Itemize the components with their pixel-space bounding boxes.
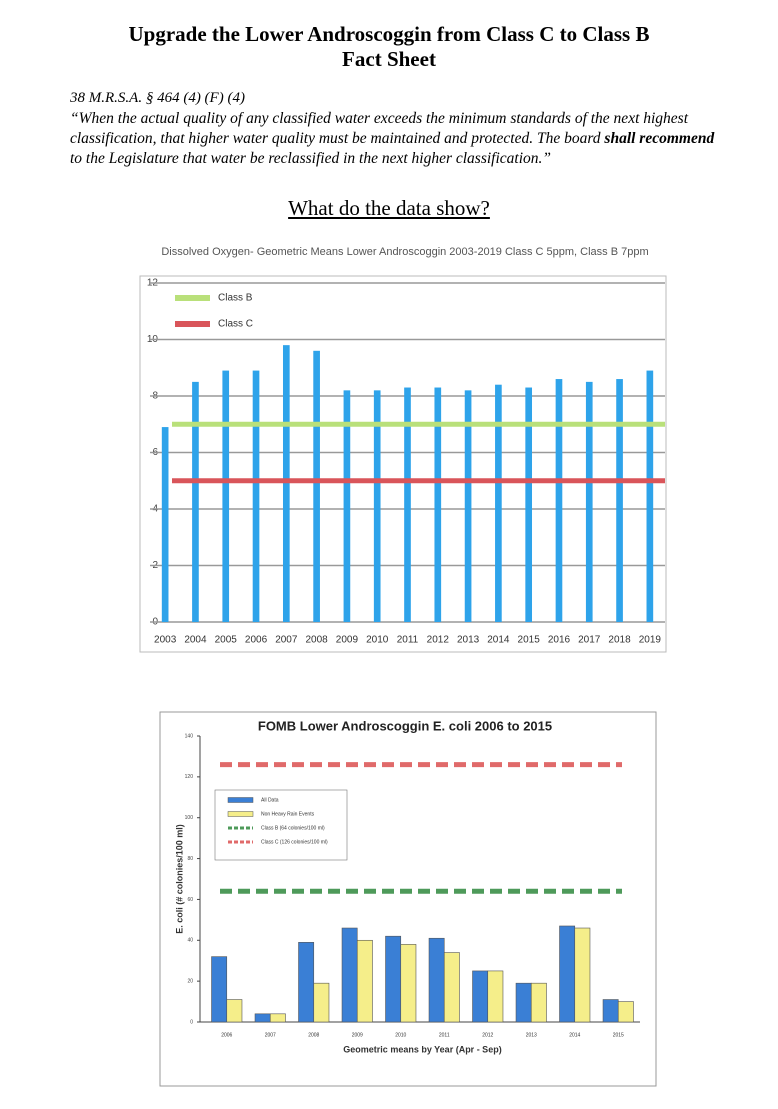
bar <box>646 370 654 622</box>
x-tick-label: 2018 <box>608 635 631 646</box>
bar <box>434 387 442 622</box>
bar <box>464 390 472 622</box>
bar <box>298 942 315 1023</box>
y-tick-label: 120 <box>185 774 194 780</box>
bar <box>602 999 619 1023</box>
bar <box>254 1013 271 1023</box>
x-tick-label: 2006 <box>221 1032 232 1038</box>
legend-label: Class B (64 colonies/100 ml) <box>261 825 325 831</box>
legend-label: Class C <box>218 319 253 330</box>
bar <box>617 1001 634 1023</box>
x-tick-label: 2011 <box>439 1032 450 1038</box>
bar <box>252 370 260 622</box>
bar <box>313 350 320 622</box>
bar <box>222 370 230 622</box>
x-tick-label: 2015 <box>518 635 541 646</box>
bar <box>356 939 373 1023</box>
y-tick-label: 60 <box>187 897 193 903</box>
x-tick-label: 2019 <box>639 635 662 646</box>
legend-label: All Data <box>261 797 279 803</box>
bar <box>443 952 460 1023</box>
x-tick-label: 2008 <box>305 635 328 646</box>
y-tick-label: 40 <box>187 938 193 944</box>
chart-frame <box>159 711 657 1087</box>
x-tick-label: 2004 <box>184 635 207 646</box>
quote: “When the actual quality of any classifi… <box>70 109 730 169</box>
x-tick-label: 2008 <box>308 1032 319 1038</box>
bar <box>400 944 417 1023</box>
x-tick-label: 2011 <box>397 635 419 646</box>
x-axis-label: Geometric means by Year (Apr - Sep) <box>343 1044 501 1054</box>
legend-swatch <box>227 811 254 817</box>
bar <box>495 384 502 622</box>
bar <box>616 379 623 622</box>
x-tick-label: 2006 <box>245 635 268 646</box>
legend-label: Class C (126 colonies/100 ml) <box>261 839 328 845</box>
y-tick-label: 140 <box>185 733 194 739</box>
x-tick-label: 2012 <box>482 1032 493 1038</box>
bar <box>559 925 576 1023</box>
x-tick-label: 2016 <box>548 635 571 646</box>
y-axis-label: E. coli (# colonies/100 ml) <box>174 824 184 934</box>
x-tick-label: 2012 <box>427 635 450 646</box>
legend-label: Class B <box>218 293 253 304</box>
bar <box>282 345 290 622</box>
x-tick-label: 2009 <box>352 1032 363 1038</box>
bar <box>472 970 489 1023</box>
bar <box>404 387 411 622</box>
bar <box>525 387 533 622</box>
bar <box>385 935 402 1023</box>
bar <box>530 982 547 1023</box>
x-tick-label: 2010 <box>366 635 389 646</box>
x-tick-label: 2010 <box>395 1032 406 1038</box>
bar <box>192 381 199 622</box>
bar <box>313 982 330 1023</box>
y-tick-label: 0 <box>190 1019 193 1025</box>
subtitle: Fact Sheet <box>342 47 436 71</box>
x-tick-label: 2007 <box>265 1032 276 1038</box>
bar <box>515 982 532 1023</box>
x-tick-label: 2014 <box>569 1032 580 1038</box>
x-tick-label: 2017 <box>578 635 601 646</box>
x-tick-label: 2005 <box>215 635 238 646</box>
x-tick-label: 2013 <box>526 1032 537 1038</box>
bar <box>585 381 593 622</box>
x-tick-label: 2015 <box>613 1032 624 1038</box>
chart-title: FOMB Lower Androscoggin E. coli 2006 to … <box>258 718 552 733</box>
y-tick-label: 80 <box>187 856 193 862</box>
bar <box>161 427 169 622</box>
bar <box>226 999 243 1023</box>
quote-text: “When the actual quality of any classifi… <box>70 110 689 147</box>
bar <box>211 956 228 1023</box>
heading: What do the data show? <box>288 196 490 220</box>
legend-swatch <box>227 797 254 803</box>
title: Upgrade the Lower Androscoggin from Clas… <box>128 22 650 46</box>
bar <box>555 379 563 622</box>
bar <box>574 927 591 1023</box>
chart-frame <box>139 275 667 653</box>
x-tick-label: 2007 <box>275 635 298 646</box>
legend-label: Non Heavy Rain Events <box>261 811 315 817</box>
y-tick-label: 100 <box>185 815 194 821</box>
citation: 38 M.R.S.A. § 464 (4) (F) (4) <box>70 90 245 106</box>
quote-text: to the Legislature that water be reclass… <box>70 150 552 167</box>
y-tick-label: 20 <box>187 978 193 984</box>
bar <box>341 927 358 1023</box>
bar <box>269 1013 286 1023</box>
bar <box>373 390 381 622</box>
bar <box>487 970 504 1023</box>
chart-title: Dissolved Oxygen- Geometric Means Lower … <box>161 246 648 258</box>
bar <box>428 937 445 1023</box>
x-tick-label: 2014 <box>487 635 510 646</box>
x-tick-label: 2013 <box>457 635 480 646</box>
quote-bold: shall recommend <box>604 130 715 147</box>
bar <box>343 390 351 622</box>
x-tick-label: 2009 <box>336 635 359 646</box>
x-tick-label: 2003 <box>154 635 177 646</box>
